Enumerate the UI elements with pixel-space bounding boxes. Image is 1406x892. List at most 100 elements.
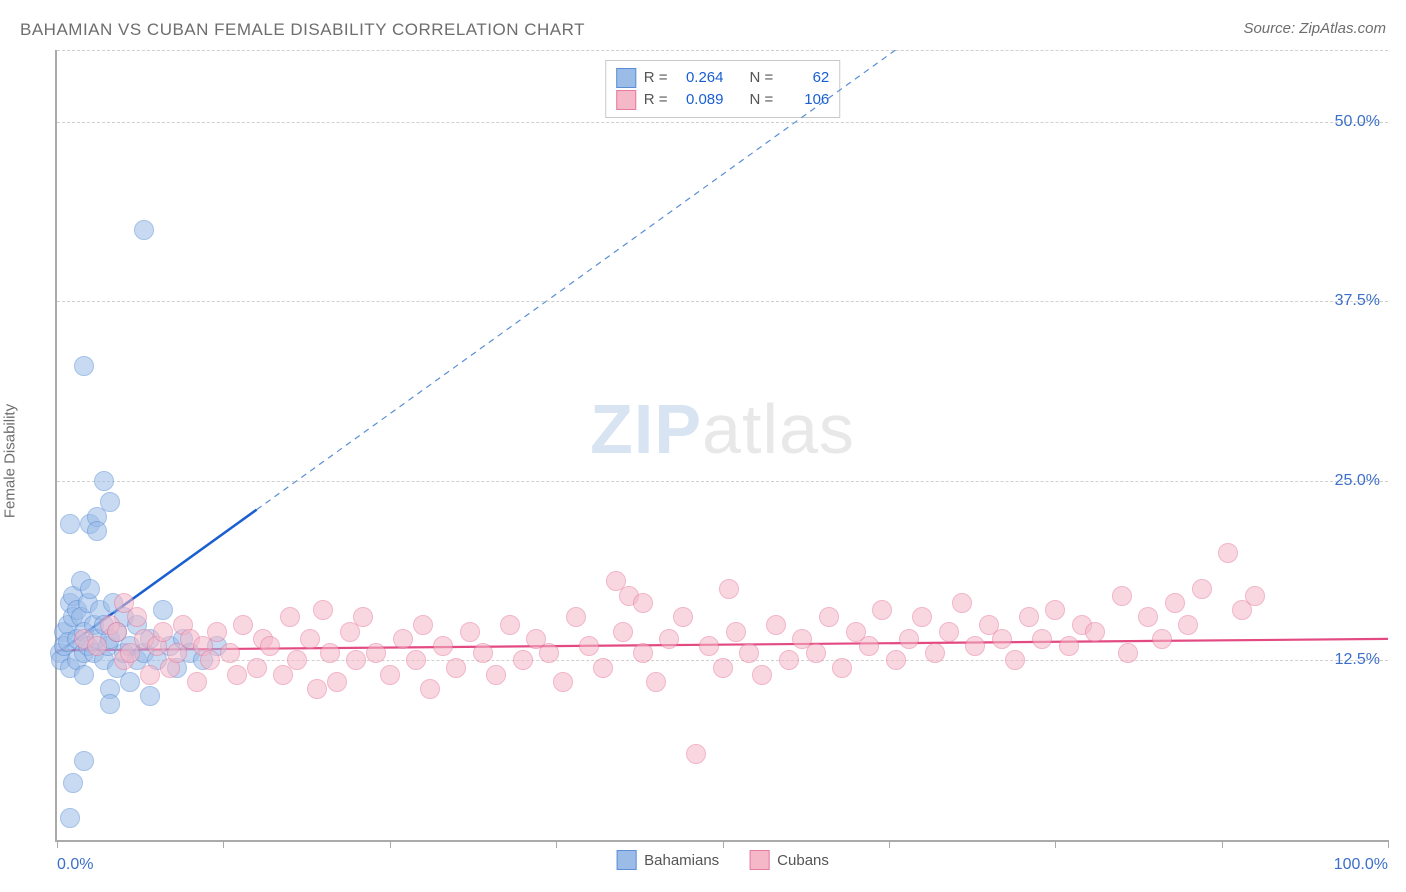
data-point — [686, 744, 706, 764]
x-tick — [556, 840, 557, 848]
gridline — [57, 122, 1388, 123]
data-point — [553, 672, 573, 692]
n-value-bahamians: 62 — [781, 67, 829, 89]
stats-row-bahamians: R = 0.264 N = 62 — [616, 67, 830, 89]
data-point — [227, 665, 247, 685]
x-tick — [57, 840, 58, 848]
data-point — [1118, 643, 1138, 663]
data-point — [1085, 622, 1105, 642]
data-point — [925, 643, 945, 663]
chart-title: BAHAMIAN VS CUBAN FEMALE DISABILITY CORR… — [20, 20, 585, 39]
data-point — [433, 636, 453, 656]
data-point — [153, 622, 173, 642]
swatch-bahamians — [616, 68, 636, 88]
n-label: N = — [750, 67, 774, 89]
data-point — [60, 808, 80, 828]
data-point — [779, 650, 799, 670]
data-point — [346, 650, 366, 670]
data-point — [579, 636, 599, 656]
data-point — [806, 643, 826, 663]
data-point — [886, 650, 906, 670]
data-point — [220, 643, 240, 663]
data-point — [63, 773, 83, 793]
x-tick — [1222, 840, 1223, 848]
data-point — [247, 658, 267, 678]
data-point — [1005, 650, 1025, 670]
data-point — [739, 643, 759, 663]
data-point — [260, 636, 280, 656]
gridline — [57, 50, 1388, 51]
data-point — [646, 672, 666, 692]
data-point — [1245, 586, 1265, 606]
data-point — [1152, 629, 1172, 649]
data-point — [1178, 615, 1198, 635]
y-axis-label: Female Disability — [2, 404, 19, 518]
data-point — [327, 672, 347, 692]
data-point — [80, 579, 100, 599]
data-point — [313, 600, 333, 620]
source-label: Source: ZipAtlas.com — [1243, 20, 1386, 37]
x-tick — [1388, 840, 1389, 848]
data-point — [1138, 607, 1158, 627]
data-point — [1059, 636, 1079, 656]
data-point — [899, 629, 919, 649]
watermark-atlas: atlas — [702, 390, 855, 468]
data-point — [406, 650, 426, 670]
data-point — [1112, 586, 1132, 606]
data-point — [280, 607, 300, 627]
data-point — [699, 636, 719, 656]
data-point — [446, 658, 466, 678]
r-label: R = — [644, 67, 668, 89]
swatch-bahamians — [616, 850, 636, 870]
y-tick-label: 37.5% — [1335, 292, 1380, 310]
x-tick — [390, 840, 391, 848]
data-point — [992, 629, 1012, 649]
y-tick-label: 12.5% — [1335, 651, 1380, 669]
data-point — [633, 643, 653, 663]
r-label: R = — [644, 89, 668, 111]
trend-lines-layer — [57, 50, 1388, 840]
data-point — [912, 607, 932, 627]
data-point — [500, 615, 520, 635]
data-point — [1032, 629, 1052, 649]
data-point — [473, 643, 493, 663]
data-point — [1218, 543, 1238, 563]
stats-legend: R = 0.264 N = 62 R = 0.089 N = 106 — [605, 60, 841, 118]
data-point — [859, 636, 879, 656]
data-point — [593, 658, 613, 678]
data-point — [566, 607, 586, 627]
data-point — [87, 521, 107, 541]
data-point — [752, 665, 772, 685]
data-point — [120, 672, 140, 692]
chart-area: Female Disability ZIPatlas R = 0.264 N =… — [20, 50, 1386, 872]
data-point — [659, 629, 679, 649]
data-point — [134, 220, 154, 240]
data-point — [153, 600, 173, 620]
data-point — [420, 679, 440, 699]
data-point — [87, 636, 107, 656]
data-point — [486, 665, 506, 685]
data-point — [300, 629, 320, 649]
header: BAHAMIAN VS CUBAN FEMALE DISABILITY CORR… — [20, 20, 1386, 50]
data-point — [200, 650, 220, 670]
data-point — [513, 650, 533, 670]
legend-label-bahamians: Bahamians — [644, 852, 719, 869]
n-value-cubans: 106 — [781, 89, 829, 111]
swatch-cubans — [749, 850, 769, 870]
data-point — [74, 751, 94, 771]
stats-row-cubans: R = 0.089 N = 106 — [616, 89, 830, 111]
x-tick-label: 100.0% — [1334, 856, 1388, 874]
data-point — [460, 622, 480, 642]
r-value-bahamians: 0.264 — [676, 67, 724, 89]
data-point — [100, 694, 120, 714]
data-point — [633, 593, 653, 613]
r-value-cubans: 0.089 — [676, 89, 724, 111]
data-point — [1019, 607, 1039, 627]
y-tick-label: 25.0% — [1335, 472, 1380, 490]
data-point — [107, 622, 127, 642]
data-point — [965, 636, 985, 656]
data-point — [952, 593, 972, 613]
plot-area: ZIPatlas R = 0.264 N = 62 R = 0.089 N = … — [55, 50, 1388, 842]
y-tick-label: 50.0% — [1335, 113, 1380, 131]
data-point — [233, 615, 253, 635]
